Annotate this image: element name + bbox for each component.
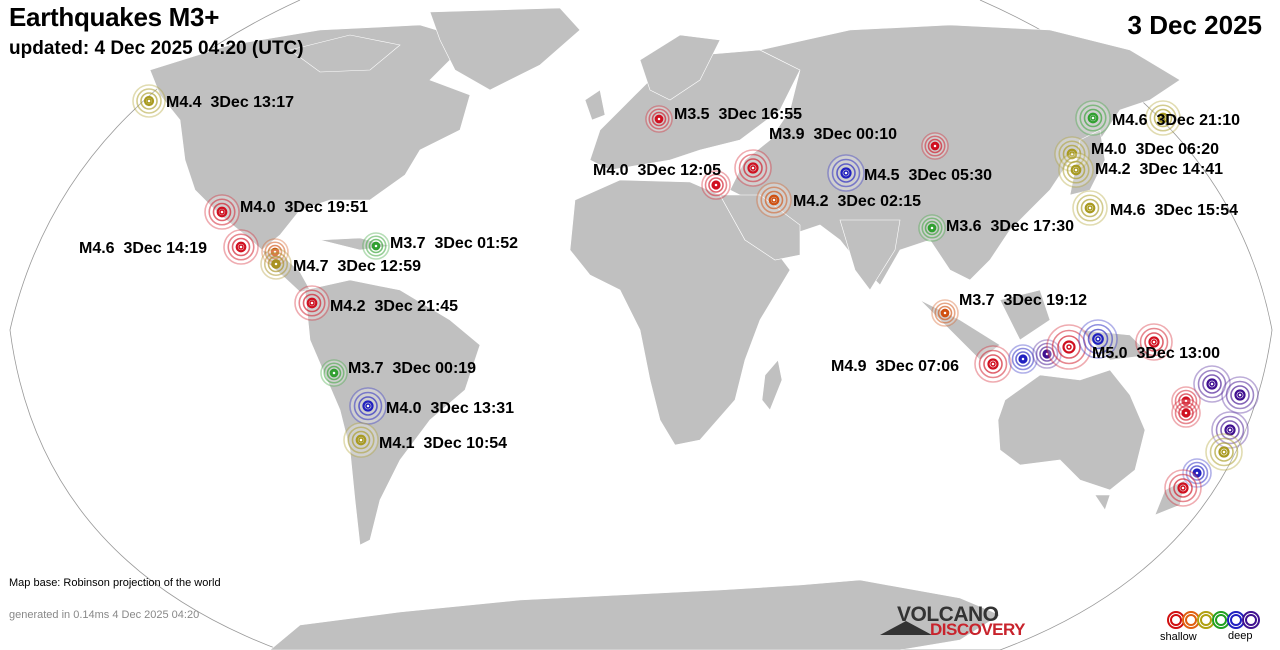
quake-label: M4.2 3Dec 21:45 [330, 298, 459, 315]
quake-marker-icon[interactable] [734, 149, 772, 187]
quake-label: M3.5 3Dec 16:55 [674, 106, 803, 123]
quake-label: M3.7 3Dec 19:12 [959, 292, 1088, 309]
quake-marker-icon[interactable] [349, 387, 387, 425]
quake-label: M4.9 3Dec 07:06 [831, 358, 960, 375]
map-base-note: Map base: Robinson projection of the wor… [9, 577, 221, 589]
quake-label: M4.0 3Dec 13:31 [386, 400, 515, 417]
quake-marker-icon[interactable] [1072, 190, 1108, 226]
quake-marker-icon[interactable] [756, 182, 792, 218]
generated-note: generated in 0.14ms 4 Dec 2025 04:20 [9, 609, 200, 621]
quake-marker-icon[interactable] [223, 229, 259, 265]
quake-label: M4.7 3Dec 12:59 [293, 258, 422, 275]
page-title: Earthquakes M3+ [9, 2, 220, 32]
quake-marker-icon[interactable] [343, 422, 379, 458]
quake-label: M4.4 3Dec 13:17 [166, 94, 295, 111]
quake-label: M4.0 3Dec 06:20 [1091, 141, 1220, 158]
volcanodiscovery-logo[interactable]: VOLCANO DISCOVERY [880, 603, 1040, 643]
quake-label: M4.1 3Dec 10:54 [379, 435, 508, 452]
quake-marker-icon[interactable] [1075, 100, 1111, 136]
logo-line1: VOLCANO [897, 603, 999, 626]
quake-marker-icon[interactable] [1008, 344, 1038, 374]
quake-label: M3.7 3Dec 00:19 [348, 360, 477, 377]
landmasses [149, 7, 1186, 650]
map-outline [9, 0, 1273, 650]
map-date: 3 Dec 2025 [1127, 10, 1262, 40]
quake-label: M4.0 3Dec 12:05 [593, 162, 722, 179]
quake-label: M4.2 3Dec 14:41 [1095, 161, 1224, 178]
quake-label: M4.6 3Dec 14:19 [79, 240, 208, 257]
quake-label: M5.0 3Dec 13:00 [1092, 345, 1221, 362]
depth-legend: shallow deep [1160, 609, 1270, 647]
quake-marker-icon[interactable] [1135, 323, 1173, 361]
legend-shallow-label: shallow [1160, 631, 1197, 643]
quake-marker-icon[interactable] [1205, 433, 1243, 471]
updated-timestamp: updated: 4 Dec 2025 04:20 (UTC) [9, 38, 304, 59]
quake-marker-icon[interactable] [921, 132, 949, 160]
quake-marker-icon[interactable] [1078, 319, 1118, 359]
quake-marker-icon[interactable] [132, 84, 166, 118]
quake-label: M4.0 3Dec 19:51 [240, 199, 369, 216]
quake-marker-icon[interactable] [204, 194, 240, 230]
quake-label: M4.5 3Dec 05:30 [864, 167, 993, 184]
quake-label: M4.2 3Dec 02:15 [793, 193, 922, 210]
quake-marker-icon[interactable] [1058, 152, 1094, 188]
quake-marker-icon[interactable] [1193, 365, 1231, 403]
quake-markers [132, 84, 1259, 507]
quake-marker-icon[interactable] [1171, 386, 1201, 416]
quake-label: M3.9 3Dec 00:10 [769, 126, 898, 143]
quake-marker-icon[interactable] [931, 299, 959, 327]
quake-label: M3.6 3Dec 17:30 [946, 218, 1075, 235]
quake-marker-icon[interactable] [362, 232, 390, 260]
quake-label: M4.6 3Dec 21:10 [1112, 112, 1241, 129]
quake-marker-icon[interactable] [1145, 100, 1181, 136]
quake-marker-icon[interactable] [260, 248, 292, 280]
depth-color-scale-icon [1167, 611, 1260, 629]
logo-line2: DISCOVERY [930, 620, 1026, 639]
quake-marker-icon[interactable] [294, 285, 330, 321]
quake-marker-icon[interactable] [827, 154, 865, 192]
quake-marker-icon[interactable] [974, 345, 1012, 383]
quake-marker-icon[interactable] [701, 170, 731, 200]
quake-marker-icon[interactable] [1221, 376, 1259, 414]
quake-marker-icon[interactable] [320, 359, 348, 387]
quake-label: M4.6 3Dec 15:54 [1110, 202, 1239, 219]
quake-marker-icon[interactable] [918, 214, 946, 242]
quake-marker-icon[interactable] [645, 105, 673, 133]
volcano-icon [880, 621, 932, 635]
quake-label: M3.7 3Dec 01:52 [390, 235, 519, 252]
quake-marker-icon[interactable] [1171, 398, 1201, 428]
legend-deep-label: deep [1228, 630, 1253, 642]
quake-marker-icon[interactable] [1164, 469, 1202, 507]
